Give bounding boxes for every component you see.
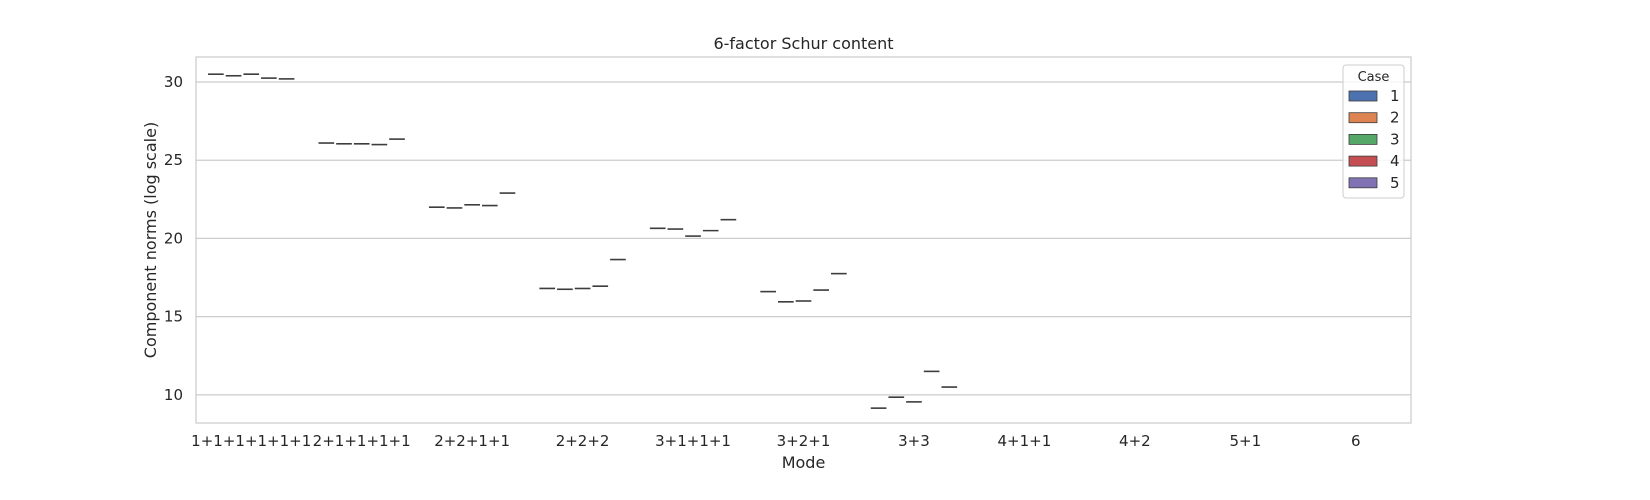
x-tick-label: 6 <box>1351 432 1361 450</box>
y-axis-ticks: 10 15 20 25 30 <box>164 73 183 404</box>
chart-title: 6-factor Schur content <box>713 34 893 53</box>
y-tick-label: 30 <box>164 73 183 91</box>
x-tick-label: 1+1+1+1+1+1 <box>191 432 311 450</box>
legend-label-case-1: 1 <box>1390 87 1400 105</box>
y-tick-label: 10 <box>164 386 183 404</box>
legend-label-case-3: 3 <box>1390 130 1400 148</box>
y-axis-label: Component norms (log scale) <box>141 122 160 358</box>
x-tick-label: 3+3 <box>898 432 930 450</box>
x-tick-label: 2+2+2 <box>556 432 610 450</box>
gridlines <box>196 81 1411 396</box>
legend-label-case-2: 2 <box>1390 109 1400 127</box>
y-tick-label: 25 <box>164 151 183 169</box>
x-axis-ticks: 1+1+1+1+1+1 2+1+1+1+1 2+2+1+1 2+2+2 3+1+1+1 3… <box>191 432 1360 450</box>
x-tick-label: 5+1 <box>1229 432 1261 450</box>
legend-swatch-case-2 <box>1348 112 1378 124</box>
plot-area <box>196 57 1411 423</box>
legend-swatch-case-1 <box>1348 90 1378 102</box>
legend-label-case-4: 4 <box>1390 152 1400 170</box>
legend-swatch-case-3 <box>1348 133 1378 145</box>
legend-swatch-case-5 <box>1348 177 1378 189</box>
x-tick-label: 2+2+1+1 <box>434 432 510 450</box>
x-tick-label: 3+1+1+1 <box>655 432 731 450</box>
legend-title: Case <box>1358 70 1390 85</box>
data-marks <box>208 73 958 409</box>
legend-swatch-case-4 <box>1348 155 1378 167</box>
y-tick-label: 20 <box>164 229 183 247</box>
legend-label-case-5: 5 <box>1390 174 1400 192</box>
x-axis-label: Mode <box>782 453 826 472</box>
x-tick-label: 4+2 <box>1119 432 1151 450</box>
plot-frame <box>195 56 1412 424</box>
x-tick-label: 2+1+1+1+1 <box>313 432 411 450</box>
legend: Case 1 2 3 4 5 <box>1342 64 1405 199</box>
y-tick-label: 15 <box>164 308 183 326</box>
x-tick-label: 3+2+1 <box>777 432 831 450</box>
x-tick-label: 4+1+1 <box>998 432 1052 450</box>
